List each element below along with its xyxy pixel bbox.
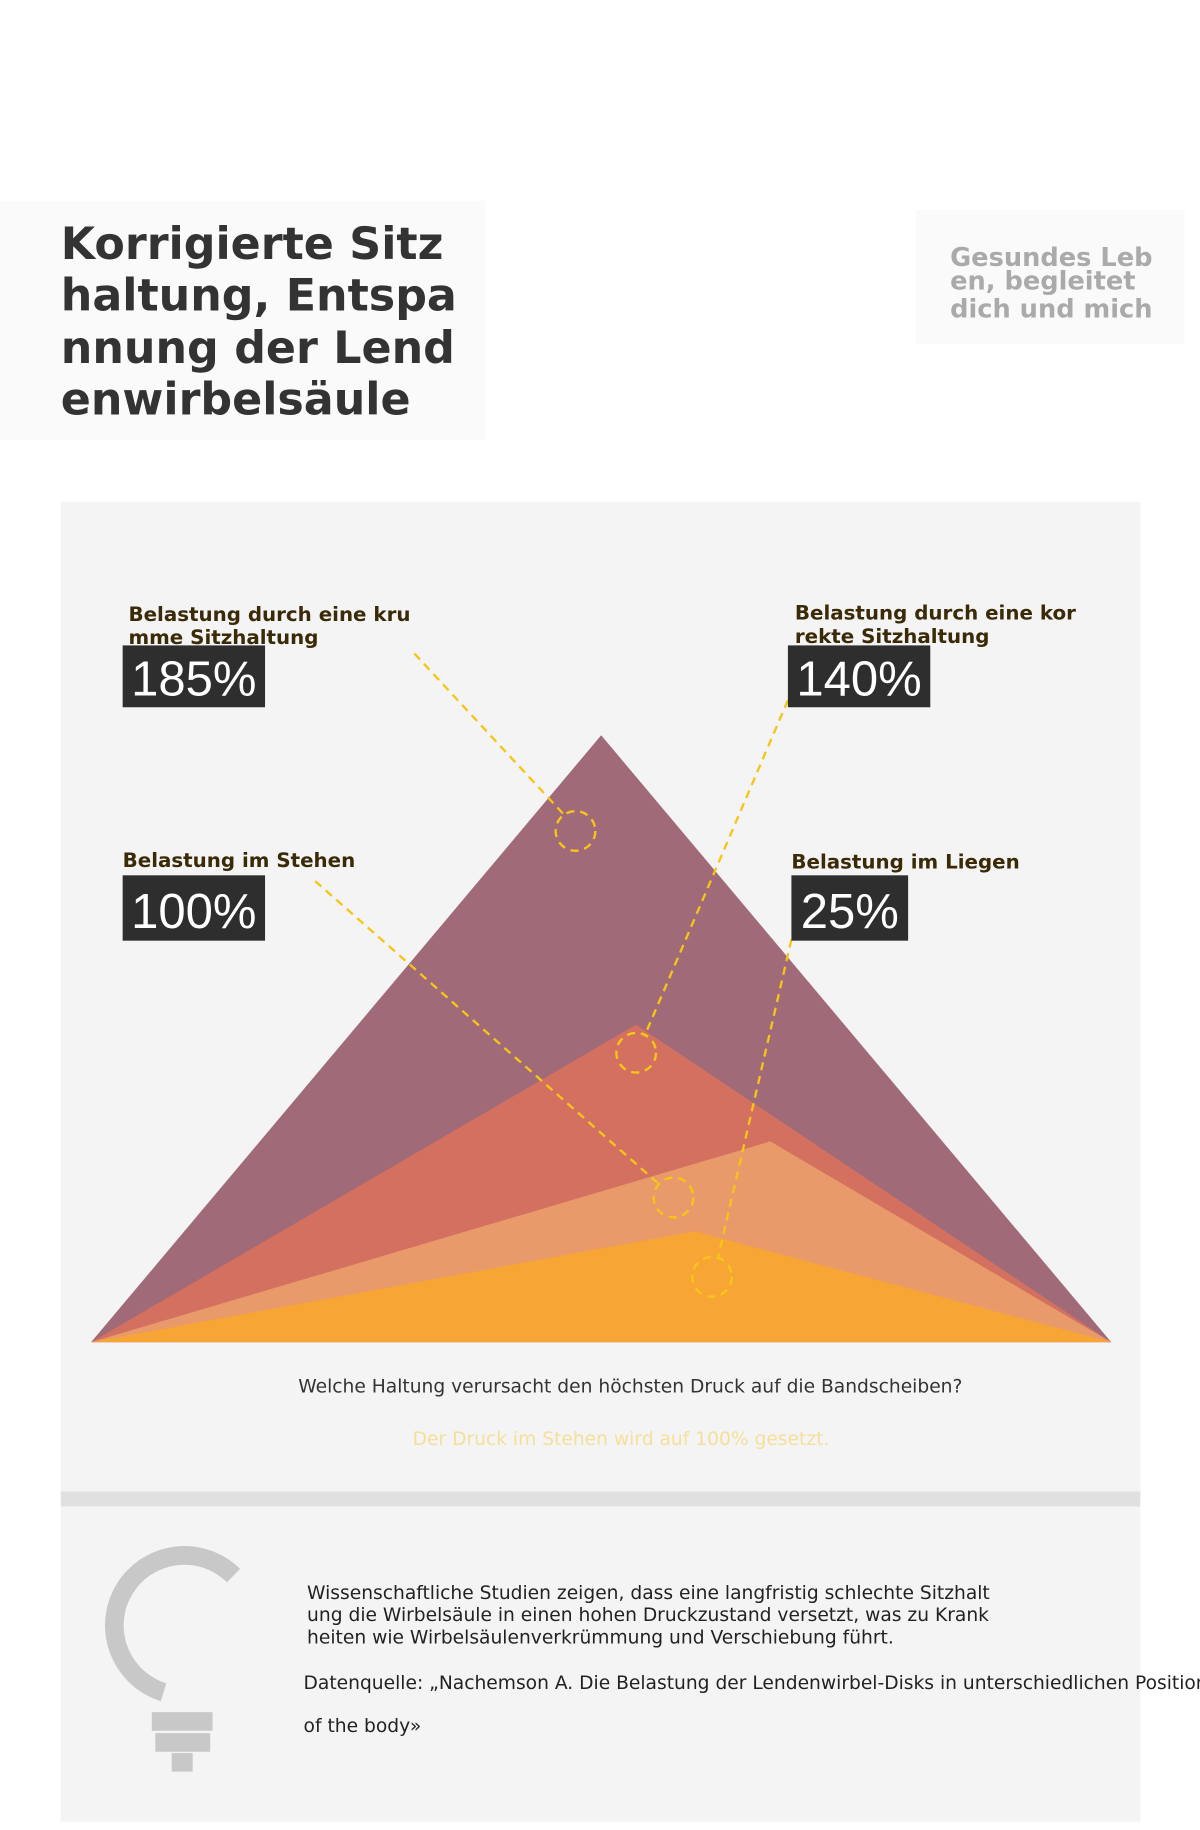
callout-label: Belastung im Stehen: [123, 849, 356, 872]
callout-label: mme Sitzhaltung: [128, 626, 318, 649]
footer-text: Wissenschaftliche Studien zeigen, dass e…: [307, 1583, 990, 1604]
callout-value: 100%: [131, 885, 256, 939]
title-line: enwirbelsäule: [61, 374, 411, 425]
callout-label: rekte Sitzhaltung: [795, 625, 990, 648]
callout-label: Belastung durch eine kru: [128, 603, 410, 626]
callout-value: 140%: [796, 653, 921, 707]
bulb-icon: [105, 1546, 241, 1772]
value-box: [787, 645, 931, 708]
footer-text: heiten wie Wirbelsäulenverkrümmung und V…: [307, 1627, 894, 1648]
note: Der Druck im Stehen wird auf 100% gesetz…: [413, 1429, 830, 1450]
footer-panel: [60, 1506, 1141, 1822]
slogan-bg: [916, 210, 1185, 345]
callout-value: 185%: [131, 653, 256, 707]
slogan-line: Gesundes Leb: [950, 243, 1152, 273]
value-box: [122, 875, 266, 941]
title-bg: [0, 200, 485, 440]
divider: [60, 1491, 1141, 1507]
triangle: [91, 1231, 1112, 1343]
title-line: haltung, Entspa: [61, 270, 457, 321]
value-box: [122, 645, 266, 708]
callout-value: 25%: [801, 885, 899, 939]
title-line: Korrigierte Sitz: [61, 219, 444, 270]
callout-label: Belastung im Liegen: [791, 850, 1019, 873]
connectors: [314, 652, 793, 1298]
slogan-line: en, begleitet: [950, 266, 1135, 296]
source-text: Datenquelle: „Nachemson A. Die Belastung…: [304, 1673, 1200, 1694]
callout-label: Belastung durch eine kor: [795, 602, 1076, 625]
title-line: nnung der Lend: [61, 323, 455, 374]
source-text: of the body»: [304, 1716, 422, 1737]
footer-text: ung die Wirbelsäule in einen hohen Druck…: [307, 1605, 989, 1626]
slogan-line: dich und mich: [950, 294, 1152, 324]
question: Welche Haltung verursacht den höchsten D…: [298, 1376, 962, 1397]
value-box: [791, 875, 909, 941]
